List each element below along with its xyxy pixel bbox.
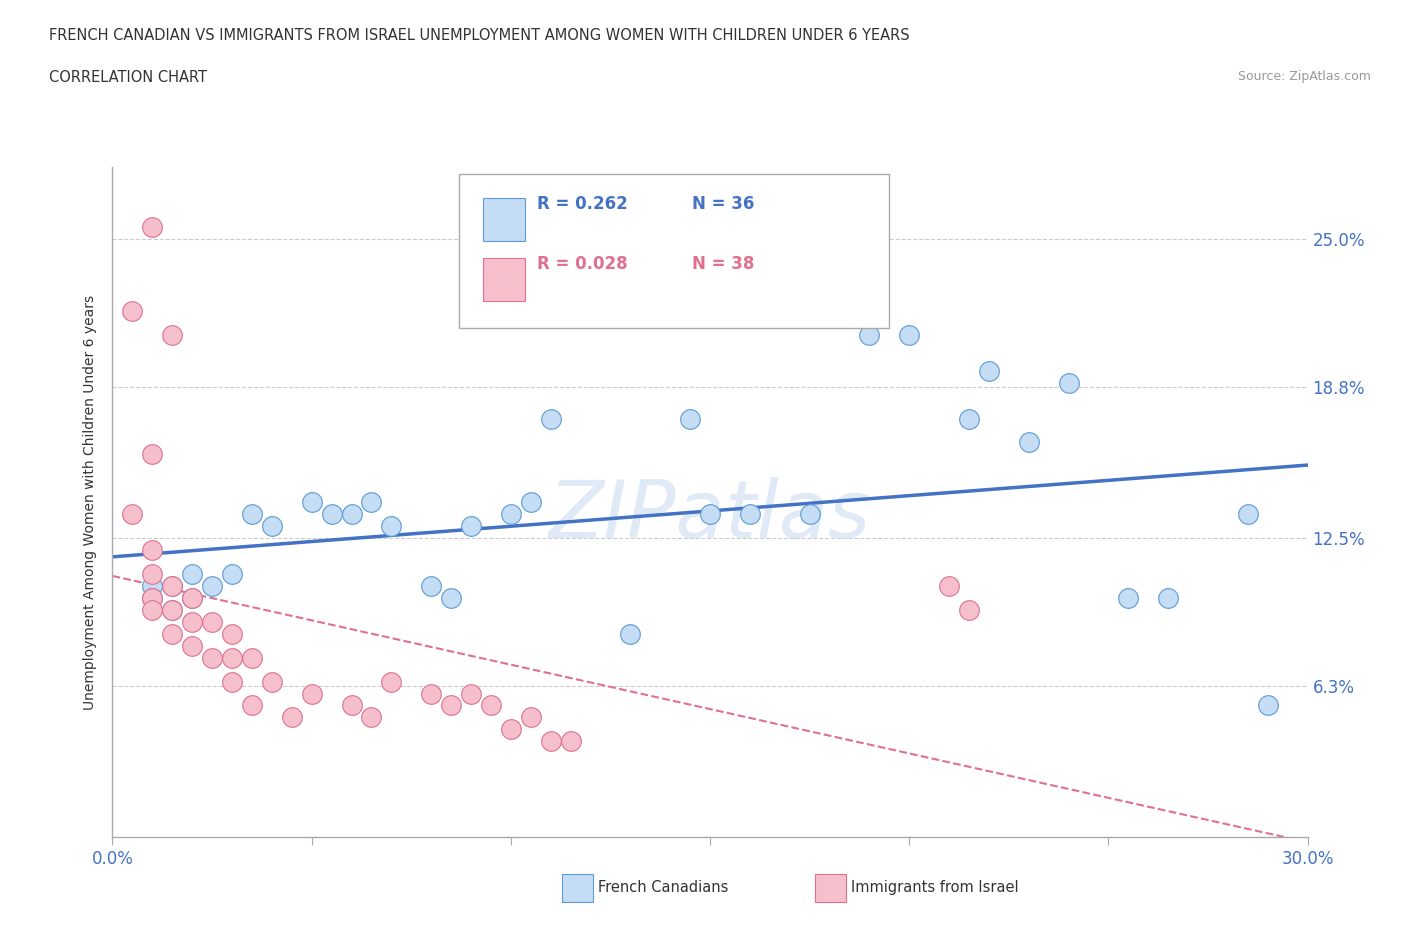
Point	[221, 566, 243, 581]
Point	[321, 507, 343, 522]
Point	[380, 519, 402, 534]
Point	[799, 507, 821, 522]
Point	[162, 578, 183, 593]
Point	[181, 615, 204, 630]
Point	[1157, 591, 1180, 605]
Point	[699, 507, 721, 522]
Point	[340, 698, 363, 713]
Point	[360, 495, 382, 510]
FancyBboxPatch shape	[484, 258, 524, 301]
Point	[540, 734, 562, 749]
Point	[1257, 698, 1279, 713]
Point	[141, 566, 163, 581]
Point	[162, 603, 183, 618]
Point	[499, 507, 522, 522]
Point	[420, 578, 443, 593]
Point	[141, 447, 163, 462]
Text: N = 36: N = 36	[692, 195, 755, 213]
Point	[181, 566, 204, 581]
Point	[460, 686, 482, 701]
Text: French Canadians: French Canadians	[598, 880, 728, 895]
Point	[858, 327, 880, 342]
Point	[162, 327, 183, 342]
Point	[201, 578, 224, 593]
Point	[520, 495, 543, 510]
Text: FRENCH CANADIAN VS IMMIGRANTS FROM ISRAEL UNEMPLOYMENT AMONG WOMEN WITH CHILDREN: FRENCH CANADIAN VS IMMIGRANTS FROM ISRAE…	[49, 28, 910, 43]
Text: N = 38: N = 38	[692, 256, 755, 273]
Text: R = 0.262: R = 0.262	[537, 195, 627, 213]
Point	[479, 698, 502, 713]
Point	[380, 674, 402, 689]
Point	[420, 686, 443, 701]
Point	[977, 364, 1000, 379]
Point	[221, 674, 243, 689]
Point	[560, 734, 582, 749]
Text: Immigrants from Israel: Immigrants from Israel	[851, 880, 1018, 895]
Point	[340, 507, 363, 522]
Point	[240, 650, 263, 665]
Point	[1116, 591, 1139, 605]
Point	[141, 542, 163, 557]
Point	[221, 626, 243, 641]
Point	[898, 327, 921, 342]
Point	[1018, 435, 1040, 450]
Point	[240, 507, 263, 522]
Point	[221, 650, 243, 665]
Point	[121, 507, 143, 522]
Point	[181, 591, 204, 605]
Y-axis label: Unemployment Among Women with Children Under 6 years: Unemployment Among Women with Children U…	[83, 295, 97, 710]
Point	[141, 591, 163, 605]
Point	[201, 650, 224, 665]
Point	[1057, 375, 1080, 390]
Point	[619, 626, 641, 641]
Point	[957, 603, 980, 618]
Point	[260, 519, 283, 534]
Text: Source: ZipAtlas.com: Source: ZipAtlas.com	[1237, 70, 1371, 83]
Point	[162, 626, 183, 641]
Point	[301, 495, 323, 510]
Point	[499, 722, 522, 737]
Text: R = 0.028: R = 0.028	[537, 256, 627, 273]
Point	[679, 411, 702, 426]
Point	[738, 507, 761, 522]
Point	[540, 411, 562, 426]
FancyBboxPatch shape	[484, 197, 524, 241]
Point	[141, 591, 163, 605]
Point	[440, 698, 463, 713]
Point	[141, 603, 163, 618]
Point	[460, 519, 482, 534]
Point	[201, 615, 224, 630]
Point	[181, 591, 204, 605]
Point	[240, 698, 263, 713]
Text: CORRELATION CHART: CORRELATION CHART	[49, 70, 207, 85]
Point	[162, 603, 183, 618]
FancyBboxPatch shape	[458, 174, 889, 328]
Point	[141, 219, 163, 234]
Text: ZIPatlas: ZIPatlas	[548, 476, 872, 554]
Point	[260, 674, 283, 689]
Point	[121, 303, 143, 318]
Point	[301, 686, 323, 701]
Point	[181, 638, 204, 653]
Point	[141, 578, 163, 593]
Point	[360, 710, 382, 724]
Point	[440, 591, 463, 605]
Point	[938, 578, 960, 593]
Point	[162, 578, 183, 593]
Point	[281, 710, 304, 724]
Point	[1237, 507, 1260, 522]
Point	[957, 411, 980, 426]
Point	[520, 710, 543, 724]
